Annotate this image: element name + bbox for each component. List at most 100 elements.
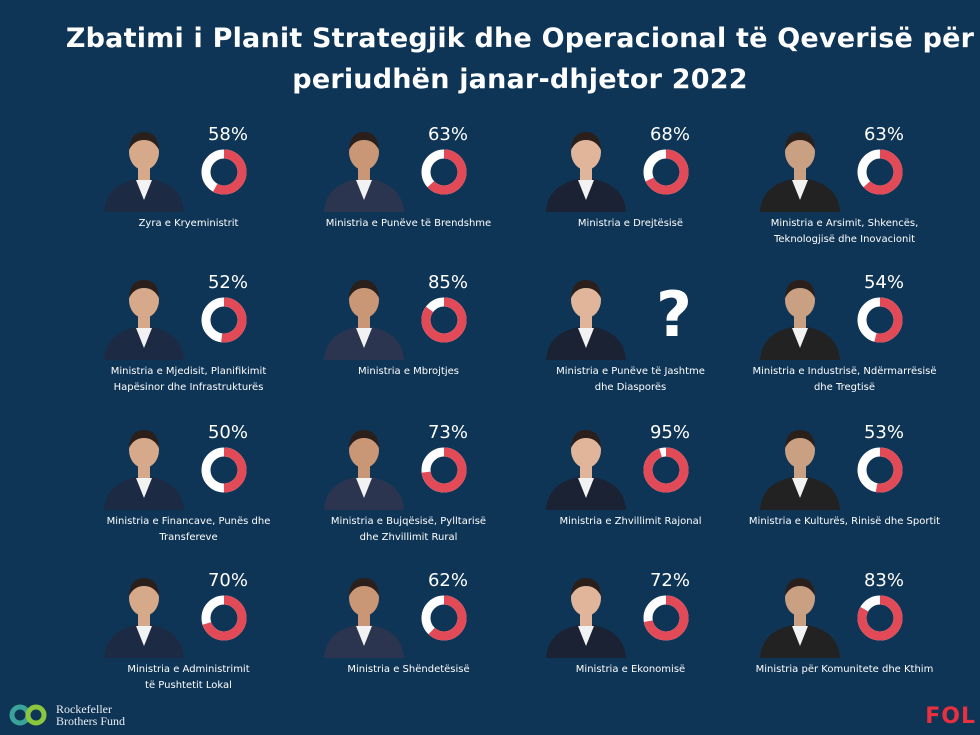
ministry-name: Ministria e Financave, Punës dhe Transfe… [76,514,301,546]
progress-ring-fill [857,297,903,343]
portrait-image [760,280,840,360]
rockefeller-logo: Rockefeller Brothers Fund [6,703,125,727]
portrait [752,120,848,212]
portrait-image [104,430,184,510]
progress-ring [421,297,467,343]
ministry-name-line: Hapësinor dhe Infrastrukturës [113,382,264,393]
page-title: Zbatimi i Planit Strategjik dhe Operacio… [60,18,980,100]
percentage-label: 58% [207,124,248,145]
portrait-image [104,132,184,212]
ministry-name: Ministria e Mbrojtjes [296,364,521,380]
portrait-image [324,132,404,212]
portrait [538,120,634,212]
progress-ring-wrap [420,594,468,646]
ministry-name-line: Ministria e Zhvillimit Rajonal [559,516,702,527]
ministry-name: Ministria e Drejtësisë [518,216,743,232]
portrait-image [324,578,404,658]
progress-ring [857,297,903,343]
ministry-name: Zyra e Kryeministrit [76,216,301,232]
portrait [316,120,412,212]
progress-ring-wrap [200,148,248,200]
ministry-name: Ministria e Punëve të Jashtme dhe Diaspor… [518,364,743,396]
progress-ring [421,447,467,493]
ministry-name: Ministria e Administrimit të Pushtetit Lo… [76,662,301,694]
progress-ring-wrap [200,446,248,498]
ministry-name-line: Teknologjisë dhe Inovacionit [773,234,916,245]
percentage-label: 52% [207,272,248,293]
ministry-name: Ministria e Ekonomisë [518,662,743,678]
percentage-label: 62% [427,570,468,591]
portrait-image [104,578,184,658]
ministry-card: 63% Ministria e Arsimit, Shkencës, Teknolo… [752,120,972,270]
percentage-label: 53% [863,422,904,443]
progress-ring [421,595,467,641]
progress-ring-fill [421,297,467,343]
progress-ring-wrap [856,296,904,348]
portrait-image [760,132,840,212]
progress-ring-fill [857,595,903,641]
portrait-image [324,430,404,510]
ministry-name-line: Ministria për Komunitete dhe Kthim [755,664,934,675]
progress-ring-fill [201,595,247,641]
page-title-line-2: periudhën janar-dhjetor 2022 [292,64,748,95]
portrait [96,418,192,510]
ministry-name: Ministria e Kulturës, Rinisë dhe Sportit [732,514,957,530]
portrait [752,268,848,360]
progress-ring [421,149,467,195]
ministry-name-line: Ministria e Bujqësisë, Pylltarisë [330,516,487,527]
ministry-card: ? Ministria e Punëve të Jashtme dhe Diaspo… [538,268,758,418]
percentage-label: 63% [427,124,468,145]
progress-ring [857,595,903,641]
ministry-name: Ministria e Bujqësisë, Pylltarisë dhe Zhv… [296,514,521,546]
progress-ring-fill [857,447,903,493]
ministry-name-line: Ministria e Industrisë, Ndërmarrësisë [752,366,937,377]
ministry-name-line: Ministria e Financave, Punës dhe Transfe… [106,516,271,543]
progress-ring-fill [201,149,247,195]
progress-ring-fill [643,595,689,641]
portrait [316,566,412,658]
portrait-image [324,280,404,360]
ministry-card: 68% Ministria e Drejtësisë [538,120,758,270]
ministry-name-line: Ministria e Shëndetësisë [347,664,470,675]
percentage-label: 63% [863,124,904,145]
percentage-label: 95% [649,422,690,443]
fol-logo: FOL [925,704,976,729]
ministry-name-line: Ministria e Ekonomisë [575,664,686,675]
progress-ring-wrap [420,148,468,200]
progress-ring [201,447,247,493]
ministry-name: Ministria për Komunitete dhe Kthim [732,662,957,678]
progress-ring-wrap [856,446,904,498]
percentage-label: 54% [863,272,904,293]
percentage-label: 85% [427,272,468,293]
progress-ring [643,447,689,493]
progress-ring-wrap [200,594,248,646]
progress-ring [201,595,247,641]
ministry-name: Ministria e Arsimit, Shkencës, Teknologji… [732,216,957,248]
ministry-name-line: dhe Tregtisë [813,382,876,393]
rockefeller-logo-line-2: Brothers Fund [56,714,125,728]
portrait-image [546,430,626,510]
progress-ring [201,297,247,343]
rockefeller-logo-line-1: Rockefeller [56,702,112,716]
portrait [538,268,634,360]
ministry-name-line: Ministria e Kulturës, Rinisë dhe Sportit [748,516,941,527]
ministry-card: 53% Ministria e Kulturës, Rinisë dhe Spor… [749,418,972,568]
ministry-name-line: dhe Diasporës [594,382,667,393]
progress-ring-fill [857,149,903,195]
portrait [538,566,634,658]
progress-ring-fill [201,447,247,493]
progress-ring-fill [421,149,467,195]
progress-ring [643,595,689,641]
percentage-label: 83% [863,570,904,591]
portrait [752,418,848,510]
progress-ring-wrap [856,148,904,200]
percentage-label: 50% [207,422,248,443]
unknown-value-mark: ? [656,278,692,351]
ministry-card: 50% Ministria e Financave, Punës dhe Tran… [96,418,316,568]
portrait-image [104,280,184,360]
progress-ring [643,149,689,195]
portrait [316,418,412,510]
progress-ring-fill [421,447,467,493]
percentage-label: 68% [649,124,690,145]
ministry-name-line: Ministria e Drejtësisë [577,218,684,229]
